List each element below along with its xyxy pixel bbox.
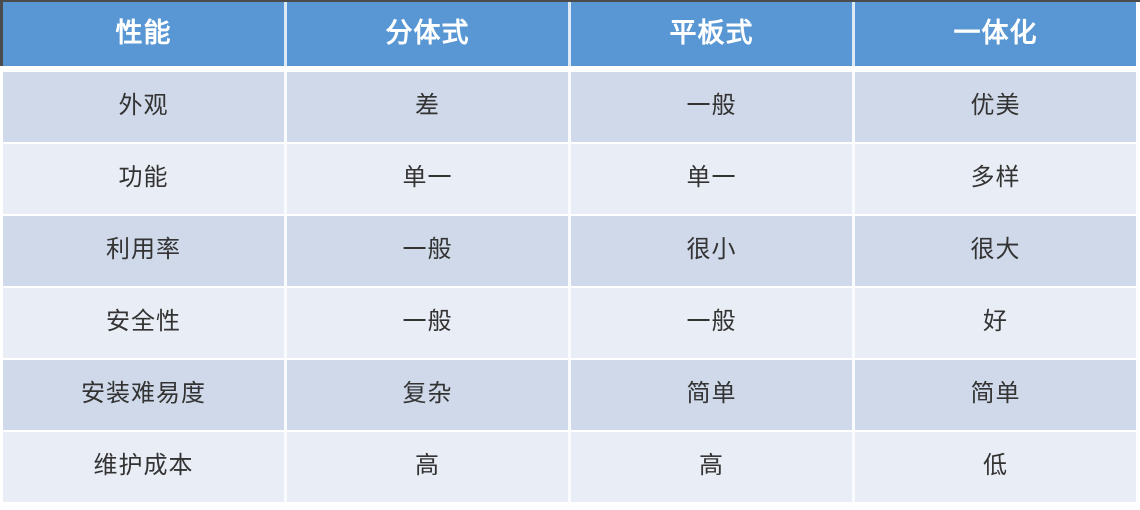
value-cell: 单一	[287, 144, 568, 214]
header-cell-performance: 性能	[3, 2, 284, 66]
table-left-border	[0, 2, 3, 66]
header-cell-integrated: 一体化	[855, 2, 1136, 66]
value-cell: 一般	[571, 288, 852, 358]
row-safety: 安全性 一般 一般 好	[3, 288, 1136, 358]
value-cell: 单一	[571, 144, 852, 214]
value-cell: 很小	[571, 216, 852, 286]
value-cell: 高	[571, 432, 852, 502]
row-label-cell: 安装难易度	[3, 360, 284, 430]
value-cell: 低	[855, 432, 1136, 502]
row-function: 功能 单一 单一 多样	[3, 144, 1136, 214]
row-appearance: 外观 差 一般 优美	[3, 72, 1136, 142]
row-maintenance-cost: 维护成本 高 高 低	[3, 432, 1136, 502]
row-utilization: 利用率 一般 很小 很大	[3, 216, 1136, 286]
table-header-row: 性能 分体式 平板式 一体化	[3, 2, 1136, 66]
comparison-table: 性能 分体式 平板式 一体化 外观 差 一般 优美 功能 单一 单一 多样 利用…	[3, 2, 1136, 502]
row-label-cell: 利用率	[3, 216, 284, 286]
value-cell: 多样	[855, 144, 1136, 214]
value-cell: 很大	[855, 216, 1136, 286]
value-cell: 一般	[287, 288, 568, 358]
value-cell: 简单	[571, 360, 852, 430]
row-label-cell: 功能	[3, 144, 284, 214]
value-cell: 高	[287, 432, 568, 502]
value-cell: 一般	[287, 216, 568, 286]
row-installation-difficulty: 安装难易度 复杂 简单 简单	[3, 360, 1136, 430]
value-cell: 差	[287, 72, 568, 142]
header-cell-flat-panel: 平板式	[571, 2, 852, 66]
row-label-cell: 安全性	[3, 288, 284, 358]
header-cell-split-type: 分体式	[287, 2, 568, 66]
value-cell: 好	[855, 288, 1136, 358]
row-label-cell: 外观	[3, 72, 284, 142]
table-top-border	[0, 0, 1140, 2]
value-cell: 一般	[571, 72, 852, 142]
value-cell: 复杂	[287, 360, 568, 430]
value-cell: 优美	[855, 72, 1136, 142]
row-label-cell: 维护成本	[3, 432, 284, 502]
value-cell: 简单	[855, 360, 1136, 430]
